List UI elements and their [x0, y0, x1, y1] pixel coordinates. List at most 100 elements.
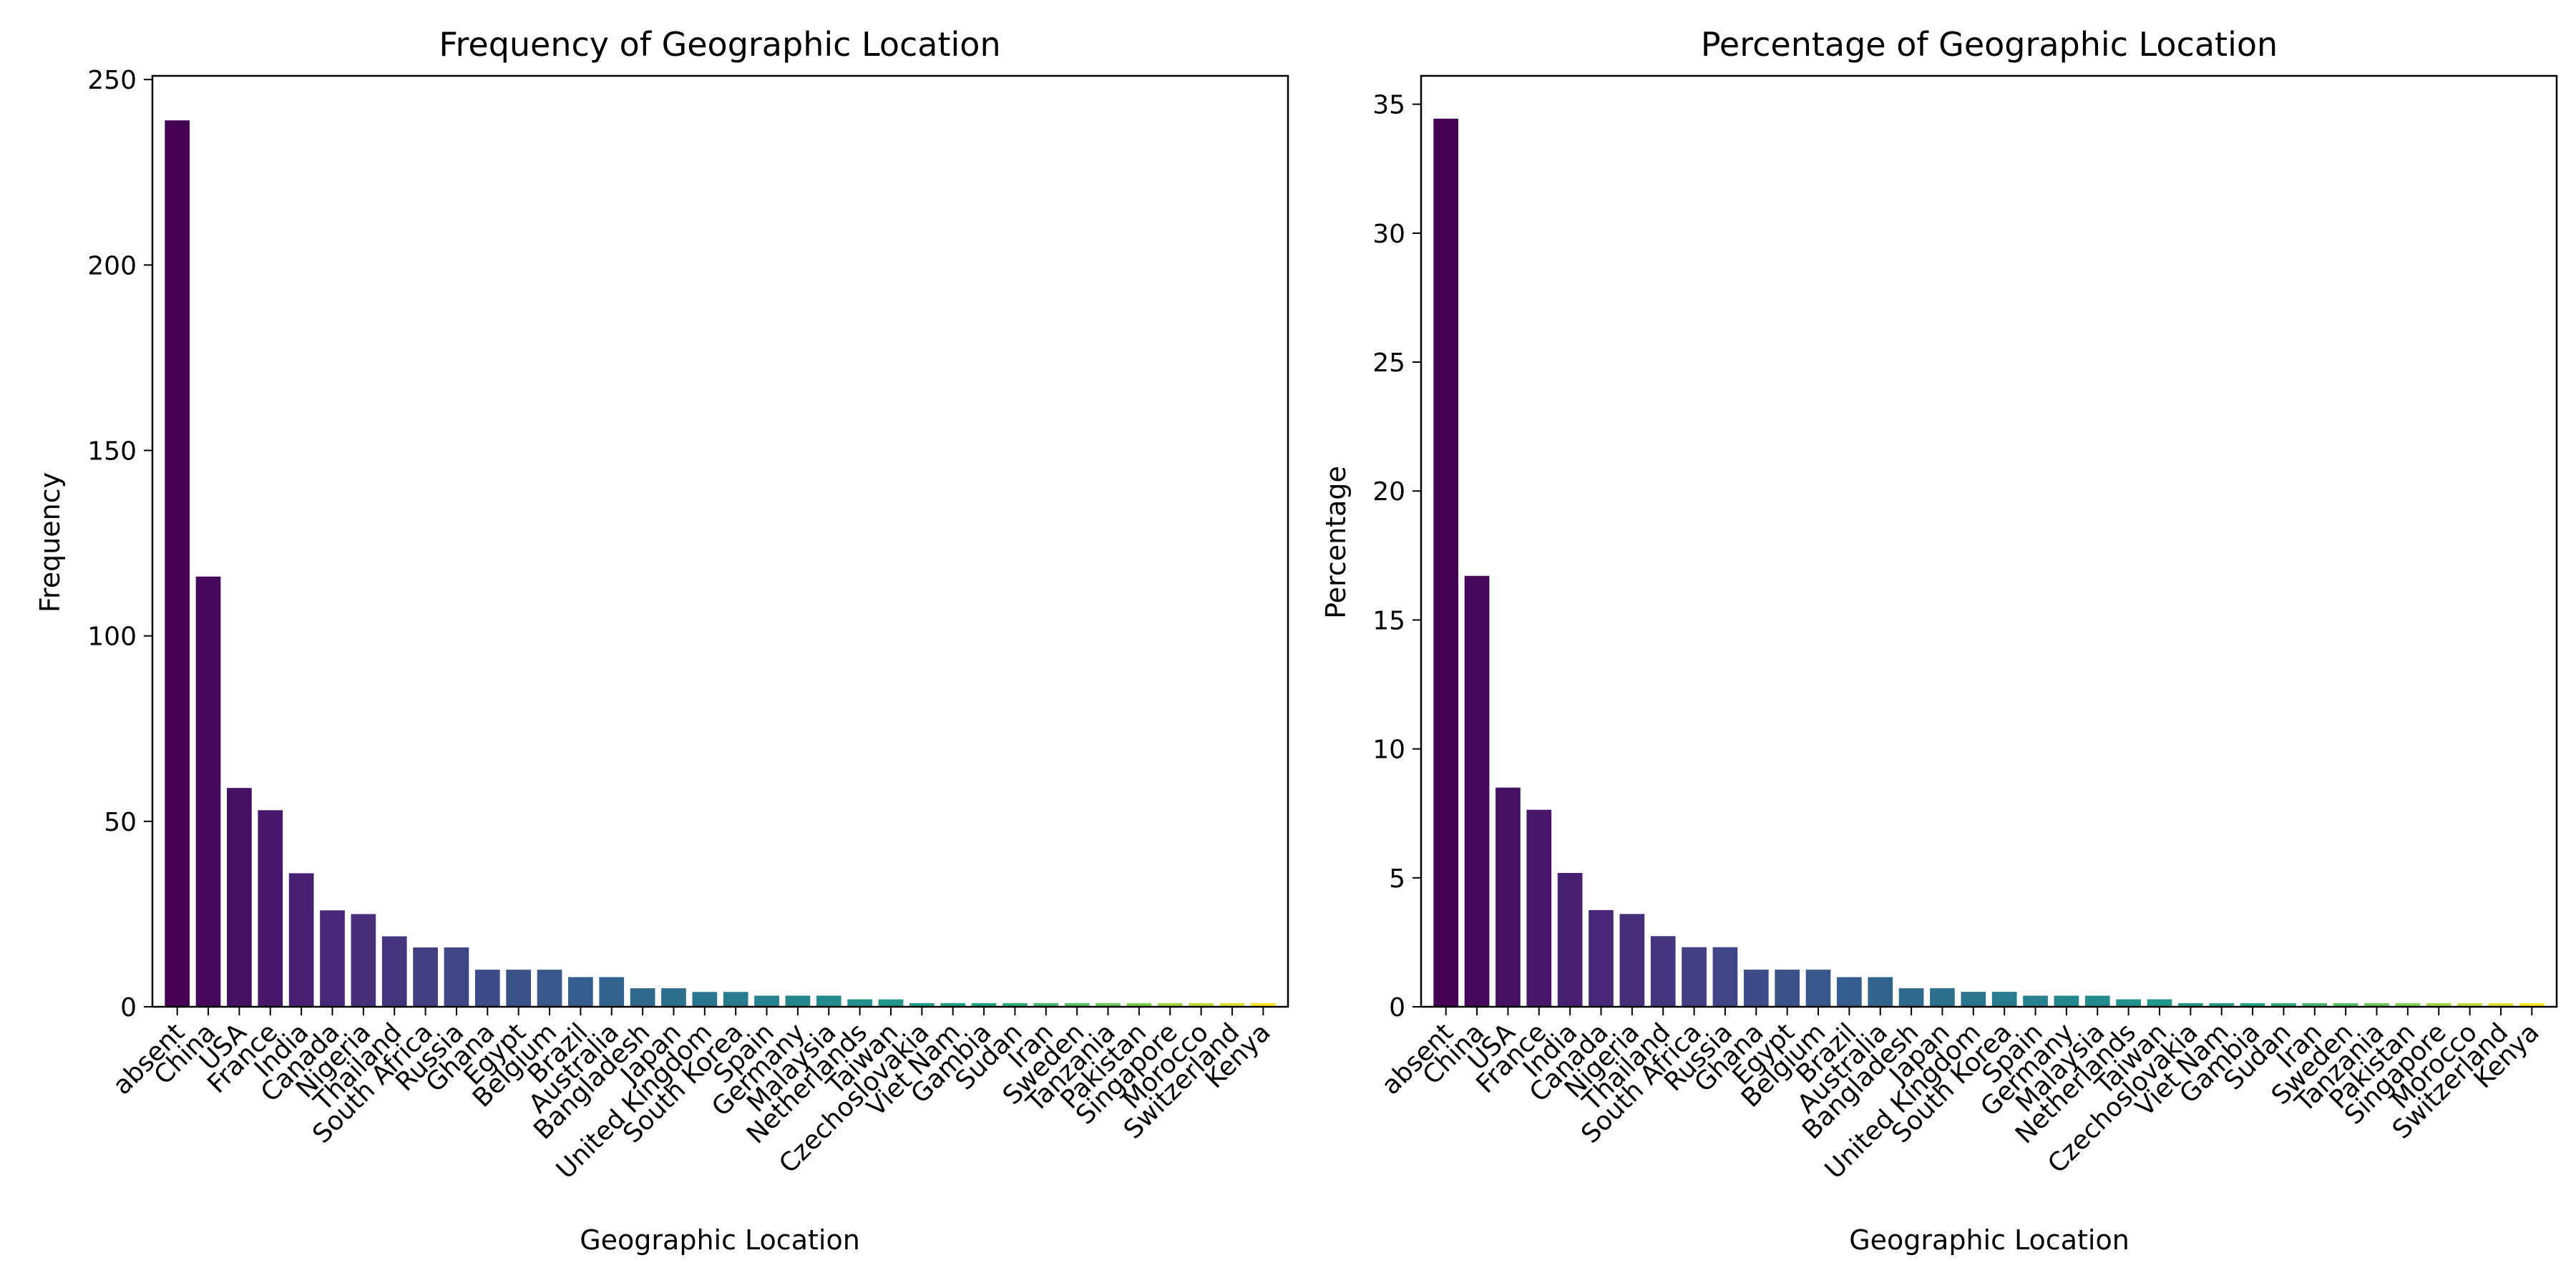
percentage-chart-bar-usa — [1496, 787, 1521, 1007]
frequency-chart-title: Frequency of Geographic Location — [439, 25, 1000, 64]
frequency-chart-bar-usa — [227, 788, 252, 1007]
percentage-chart-bar-switzerland — [2488, 1002, 2514, 1007]
frequency-chart-bar-sudan — [1002, 1002, 1028, 1007]
percentage-chart-x-axis: absentChinaUSAFranceIndiaCanadaNigeriaTh… — [1376, 1007, 2545, 1185]
frequency-chart-bar-absent — [165, 120, 190, 1008]
frequency-chart-bar-india — [288, 873, 314, 1007]
percentage-chart-bar-singapore — [2426, 1002, 2451, 1007]
percentage-chart-y-tick-label: 15 — [1372, 606, 1405, 635]
percentage-chart-y-axis: 0 5 10 15 20 25 30 35 — [1372, 91, 1421, 1023]
percentage-chart-y-axis-title: Percentage — [1320, 466, 1352, 619]
percentage-chart-bar-egypt — [1775, 970, 1800, 1007]
percentage-chart-bar-india — [1557, 872, 1583, 1007]
percentage-chart-bar-nigeria — [1619, 914, 1645, 1007]
frequency-chart-bar-czechoslovakia — [909, 1002, 935, 1007]
percentage-chart-y-tick-label: 30 — [1372, 220, 1405, 249]
percentage-chart-bar-morocco — [2457, 1002, 2482, 1007]
frequency-chart-bar-bangladesh — [630, 988, 655, 1007]
percentage-chart-bar-taiwan — [2147, 999, 2172, 1007]
percentage-chart-bar-pakistan — [2395, 1002, 2421, 1007]
frequency-chart-bar-france — [258, 810, 283, 1007]
percentage-chart-bars — [1433, 118, 2545, 1007]
percentage-chart-bar-canada — [1589, 909, 1614, 1007]
frequency-chart-x-axis: absentChinaUSAFranceIndiaCanadaNigeriaTh… — [107, 1007, 1277, 1185]
frequency-chart-bar-australia — [599, 977, 625, 1007]
percentage-chart-bar-kenya — [2519, 1002, 2545, 1007]
percentage-chart-bar-viet-nam — [2209, 1002, 2235, 1007]
frequency-chart-bar-nigeria — [351, 914, 376, 1007]
percentage-chart-bar-south-africa — [1682, 947, 1707, 1007]
frequency-chart-bar-gambia — [971, 1002, 997, 1007]
percentage-chart-bar-malaysia — [2084, 995, 2110, 1007]
percentage-chart-bar-thailand — [1650, 936, 1676, 1007]
frequency-chart-bar-netherlands — [847, 999, 872, 1007]
frequency-chart-bar-singapore — [1157, 1002, 1183, 1007]
frequency-chart-bar-ghana — [474, 970, 500, 1007]
frequency-chart-bar-united-kingdom — [692, 992, 718, 1007]
frequency-chart-bar-morocco — [1189, 1002, 1214, 1007]
frequency-chart-bar-russia — [444, 947, 469, 1007]
percentage-chart-bar-tanzania — [2364, 1002, 2389, 1007]
frequency-chart-bar-japan — [661, 988, 686, 1007]
frequency-chart-bar-pakistan — [1126, 1002, 1152, 1007]
frequency-chart-bar-germany — [785, 995, 811, 1007]
percentage-chart-bar-brazil — [1837, 977, 1862, 1007]
frequency-chart-bar-taiwan — [878, 999, 904, 1007]
percentage-chart-bar-belgium — [1805, 970, 1831, 1007]
percentage-chart-y-tick-label: 35 — [1372, 91, 1405, 120]
percentage-chart-plot-frame — [1420, 74, 2558, 1008]
percentage-chart-bar-sudan — [2271, 1002, 2296, 1007]
percentage-chart-bar-iran — [2302, 1002, 2328, 1007]
frequency-chart-bar-belgium — [537, 970, 562, 1007]
percentage-chart-bar-sweden — [2333, 1002, 2358, 1007]
frequency-chart-bar-china — [195, 576, 221, 1007]
percentage-chart: Percentage of Geographic Location Percen… — [1320, 25, 2558, 1256]
frequency-chart-y-tick-label: 100 — [87, 623, 137, 652]
frequency-chart-y-axis-title: Frequency — [34, 472, 66, 613]
percentage-chart-bar-bangladesh — [1898, 988, 1924, 1007]
frequency-chart-y-tick-label: 150 — [87, 437, 137, 467]
percentage-chart-y-tick-label: 5 — [1389, 864, 1405, 894]
percentage-chart-bar-spain — [2023, 995, 2048, 1007]
percentage-chart-x-axis-title: Geographic Location — [1849, 1224, 2129, 1256]
percentage-chart-y-tick-label: 25 — [1372, 348, 1405, 378]
percentage-chart-y-tick-label: 0 — [1389, 993, 1405, 1023]
frequency-chart-y-tick-label: 0 — [120, 993, 137, 1023]
frequency-chart-y-tick-label: 50 — [104, 808, 137, 837]
frequency-chart-bar-thailand — [381, 936, 407, 1007]
frequency-chart-bar-brazil — [568, 977, 593, 1007]
percentage-chart-y-tick-label: 10 — [1372, 736, 1405, 765]
frequency-chart-bar-south-korea — [723, 992, 748, 1007]
frequency-chart-bar-kenya — [1250, 1002, 1276, 1007]
frequency-chart-bar-viet-nam — [940, 1002, 966, 1007]
percentage-chart-bar-absent — [1433, 118, 1459, 1007]
frequency-chart-y-axis: 0 50 100 150 200 250 — [87, 66, 152, 1023]
frequency-chart-x-axis-title: Geographic Location — [580, 1224, 860, 1256]
percentage-chart-bar-russia — [1712, 947, 1738, 1007]
percentage-chart-bar-united-kingdom — [1961, 992, 1986, 1007]
percentage-chart-bar-gambia — [2240, 1002, 2265, 1007]
frequency-chart-bar-iran — [1033, 1002, 1059, 1007]
frequency-chart-bar-south-africa — [413, 947, 438, 1007]
frequency-chart-bar-malaysia — [816, 995, 841, 1007]
frequency-chart-plot-frame — [151, 74, 1289, 1008]
frequency-chart-bar-switzerland — [1219, 1002, 1245, 1007]
percentage-chart-y-tick-label: 20 — [1372, 477, 1405, 507]
percentage-chart-bar-south-korea — [1991, 992, 2017, 1007]
percentage-chart-bar-netherlands — [2116, 999, 2141, 1007]
frequency-chart-bar-sweden — [1064, 1002, 1090, 1007]
frequency-chart-y-tick-label: 200 — [87, 251, 137, 280]
percentage-chart-bar-japan — [1930, 988, 1955, 1007]
frequency-chart-bar-canada — [320, 910, 345, 1007]
frequency-chart-bar-egypt — [506, 970, 531, 1007]
percentage-chart-bar-czechoslovakia — [2178, 1002, 2203, 1007]
frequency-chart-bars — [165, 120, 1276, 1008]
frequency-chart-bar-tanzania — [1096, 1002, 1121, 1007]
percentage-chart-bar-australia — [1868, 977, 1893, 1007]
percentage-chart-bar-france — [1526, 809, 1552, 1007]
frequency-chart-bar-spain — [754, 995, 779, 1007]
frequency-chart-y-tick-label: 250 — [87, 66, 137, 95]
percentage-chart-bar-germany — [2054, 995, 2079, 1007]
frequency-chart: Frequency of Geographic Location Frequen… — [34, 25, 1289, 1256]
